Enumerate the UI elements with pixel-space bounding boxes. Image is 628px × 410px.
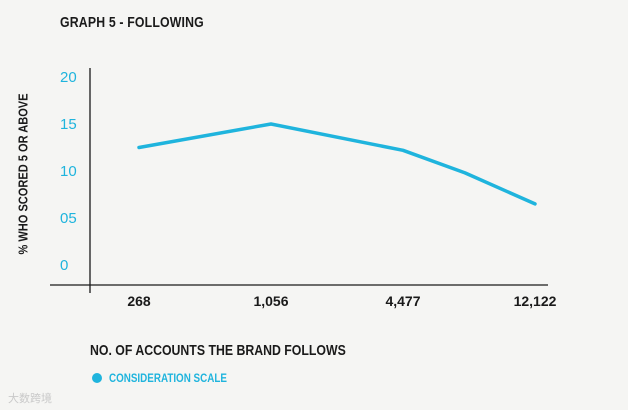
chart-title: GRAPH 5 - FOLLOWING	[60, 14, 204, 31]
x-tick-label: 12,122	[514, 293, 557, 309]
legend-item-consideration-scale: CONSIDERATION SCALE	[109, 371, 227, 385]
y-tick-label: 05	[60, 210, 77, 227]
legend-swatch-icon	[92, 373, 102, 383]
series-line-consideration-scale	[137, 122, 537, 206]
y-tick-label: 10	[60, 163, 77, 180]
y-tick-label: 0	[60, 257, 68, 274]
legend: CONSIDERATION SCALE	[92, 371, 253, 385]
y-axis-ticks: 20 15 10 05 0	[60, 69, 77, 274]
series-lines	[137, 122, 537, 206]
x-tick-label: 1,056	[253, 293, 288, 309]
y-tick-label: 20	[60, 69, 77, 86]
x-axis-label: NO. OF ACCOUNTS THE BRAND FOLLOWS	[90, 342, 346, 359]
x-tick-label: 268	[127, 293, 151, 309]
y-tick-label: 15	[60, 116, 77, 133]
y-axis-label: % WHO SCORED 5 OR ABOVE	[15, 93, 31, 255]
x-axis-ticks: 268 1,056 4,477 12,122	[127, 293, 556, 309]
watermark: 大数跨境	[8, 393, 52, 405]
x-tick-label: 4,477	[385, 293, 420, 309]
